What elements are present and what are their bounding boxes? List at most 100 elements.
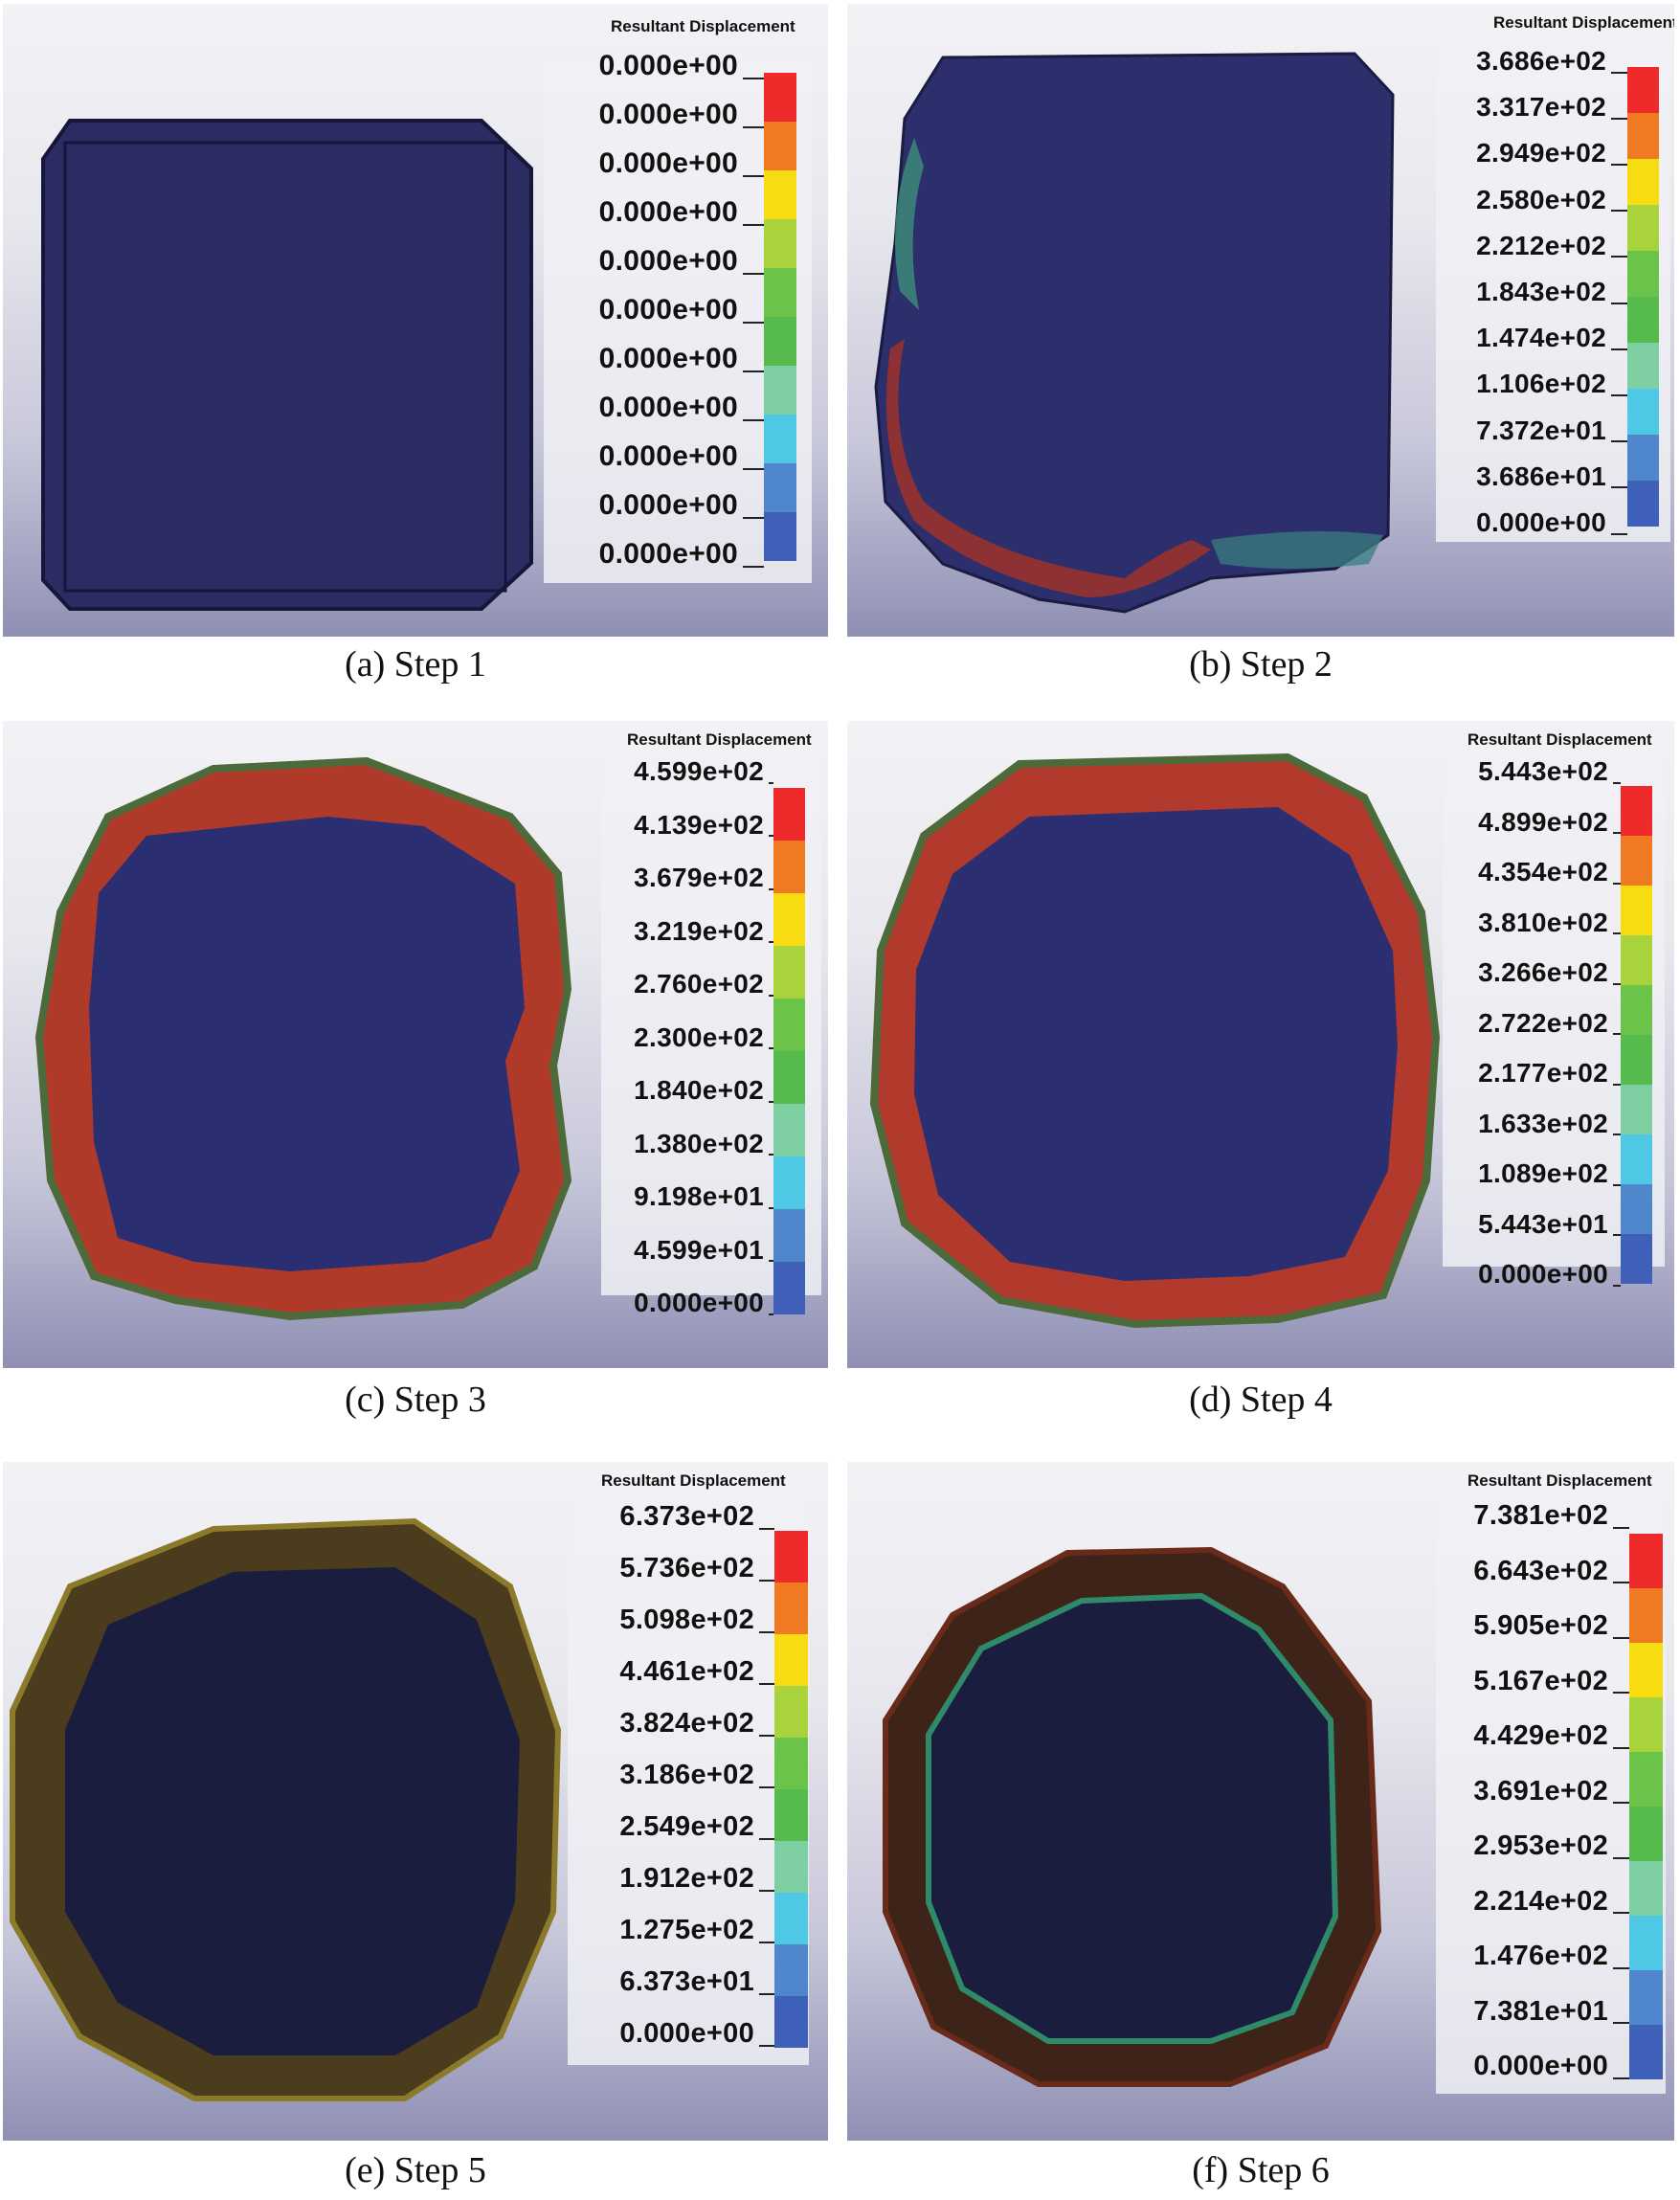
legend-tick [1613,1284,1621,1287]
legend-value: 5.167e+02 [1473,1665,1608,1696]
legend-value: 0.000e+00 [1476,507,1606,537]
legend-tick [1613,2022,1629,2025]
legend-tick [769,781,773,784]
legend-tick [1611,302,1627,304]
legend-tick [759,2044,774,2047]
legend-value: 3.686e+02 [1476,46,1606,76]
legend-color-swatch [1621,1085,1652,1134]
panel-step-3: Resultant Displacement 4.599e+02 4.139e+02… [3,721,828,1368]
caption-step-3: (c) Step 3 [345,1380,486,1420]
legend-color-swatch [1627,159,1659,205]
caption-step-1: (a) Step 1 [345,644,486,685]
legend-tick [759,1785,774,1788]
legend-tick [759,1579,774,1582]
legend-tick [1613,1912,1629,1915]
legend-color-swatch [764,415,796,463]
legend-color-swatch [764,122,796,170]
legend-value: 3.219e+02 [634,915,764,946]
legend-color-swatch [774,1738,808,1789]
mesh-square-undeformed [41,119,533,611]
legend-tick [1611,394,1627,396]
legend-background [568,1500,809,2065]
legend-title: Resultant Displacement [1467,730,1652,749]
legend-color-swatch [774,1686,808,1738]
mesh-step-3 [34,756,572,1321]
legend-color-swatch [1621,985,1652,1035]
legend-tick [1611,210,1627,213]
legend-step-3: Resultant Displacement 4.599e+02 4.139e+02… [3,721,828,1368]
legend-tick [759,1941,774,1943]
legend-value: 1.840e+02 [634,1075,764,1105]
legend-value: 7.381e+02 [1473,1500,1608,1531]
legend-value: 2.722e+02 [1478,1007,1608,1038]
legend-color-swatch [1621,836,1652,886]
legend-tick [759,1837,774,1840]
legend-tick [1613,1582,1629,1584]
legend-color-swatch [1627,113,1659,159]
legend-tick [769,1313,773,1315]
legend-color-swatch [773,946,805,999]
legend-value: 1.633e+02 [1478,1108,1608,1138]
legend-color-swatch [773,999,805,1051]
legend-tick [1613,1083,1621,1086]
legend-tick [743,516,764,519]
legend-tick [769,835,773,838]
legend-tick [759,1734,774,1737]
panel-step-2: Resultant Displacement 3.686e+02 3.317e+02… [847,4,1674,637]
legend-color-swatch [774,1583,808,1634]
legend-value: 4.139e+02 [634,809,764,840]
legend-title: Resultant Displacement [601,1471,786,1490]
legend-tick [1613,2077,1629,2079]
caption-step-2: (b) Step 2 [1189,644,1333,685]
legend-value: 0.000e+00 [598,392,738,423]
legend-value: 2.953e+02 [1473,1830,1608,1861]
legend-value: 0.000e+00 [598,538,738,570]
legend-color-swatch [764,170,796,219]
legend-value: 0.000e+00 [598,489,738,521]
legend-title: Resultant Displacement [1467,1471,1652,1490]
legend-tick [769,1047,773,1050]
legend-value: 1.912e+02 [619,1863,754,1894]
legend-color-swatch [1629,1807,1663,1861]
legend-step-5: Resultant Displacement 6.373e+02 5.736e+02… [3,1462,828,2141]
legend-color-swatch [764,366,796,415]
legend-color-swatch [1627,481,1659,527]
legend-value: 2.177e+02 [1478,1058,1608,1088]
legend-tick [1613,1526,1629,1529]
legend-tick [1613,1856,1629,1859]
legend-color-swatch [764,219,796,268]
legend-value: 1.089e+02 [1478,1158,1608,1188]
legend-value: 5.736e+02 [619,1553,754,1583]
legend-value: 0.000e+00 [598,294,738,326]
legend-color-swatch [773,1051,805,1104]
legend-color-swatch [1627,67,1659,113]
legend-color-swatch [764,317,796,366]
legend-value: 4.461e+02 [619,1656,754,1687]
legend-value: 0.000e+00 [634,1288,764,1317]
legend-color-swatch [1629,1861,1663,1916]
legend-color-swatch [773,1209,805,1262]
legend-tick [743,125,764,128]
legend-tick [1613,1033,1621,1036]
legend-value: 5.443e+02 [1478,756,1608,786]
mesh-step-2 [874,52,1395,614]
legend-tick [743,467,764,470]
legend-tick [769,887,773,890]
legend-value: 1.843e+02 [1476,277,1606,306]
legend-value: 1.275e+02 [619,1915,754,1945]
legend-color-swatch [1621,1134,1652,1184]
legend-step-6: Resultant Displacement 7.381e+02 6.643e+02… [847,1462,1674,2141]
legend-tick [1613,1746,1629,1749]
legend-tick [759,1630,774,1633]
legend-tick [769,994,773,997]
legend-tick [1613,932,1621,935]
legend-color-swatch [1629,1752,1663,1807]
legend-tick [1613,781,1621,784]
legend-value: 0.000e+00 [598,440,738,472]
panel-step-6: Resultant Displacement 7.381e+02 6.643e+02… [847,1462,1674,2141]
legend-value: 6.373e+01 [619,1966,754,1997]
legend-value: 0.000e+00 [598,196,738,228]
caption-step-6: (f) Step 6 [1192,2150,1330,2190]
legend-color-swatch [1627,435,1659,481]
caption-step-5: (e) Step 5 [345,2150,486,2190]
